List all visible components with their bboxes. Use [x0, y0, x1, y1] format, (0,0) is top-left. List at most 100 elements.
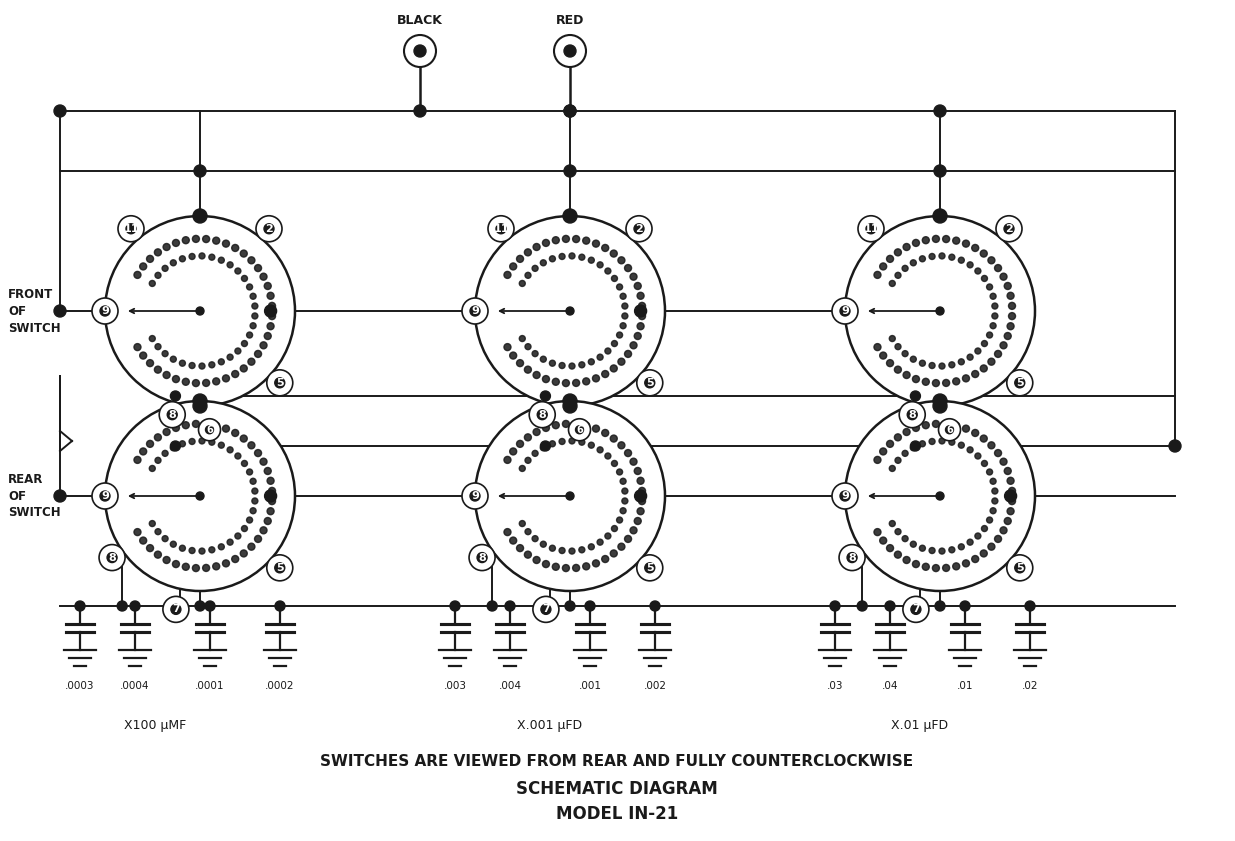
Circle shape [170, 441, 180, 451]
Circle shape [261, 341, 267, 349]
Circle shape [219, 359, 225, 365]
Circle shape [932, 209, 947, 223]
Text: REAR
OF
SWITCH: REAR OF SWITCH [7, 473, 61, 520]
Circle shape [170, 260, 177, 266]
Circle shape [162, 451, 168, 457]
Text: 5: 5 [646, 378, 653, 388]
Circle shape [227, 447, 233, 452]
Circle shape [932, 399, 947, 413]
Circle shape [618, 358, 625, 365]
Circle shape [585, 601, 595, 611]
Circle shape [981, 250, 987, 257]
Circle shape [845, 401, 1035, 591]
Circle shape [248, 442, 254, 449]
Circle shape [247, 469, 253, 475]
Circle shape [982, 341, 988, 346]
Circle shape [175, 601, 185, 611]
Text: 6: 6 [206, 425, 212, 435]
Circle shape [845, 216, 1035, 406]
Circle shape [267, 478, 274, 484]
Circle shape [248, 543, 254, 550]
Circle shape [566, 492, 574, 500]
Text: 8: 8 [848, 553, 856, 563]
Circle shape [929, 253, 935, 260]
Circle shape [929, 362, 935, 368]
Circle shape [879, 537, 887, 544]
Text: 7: 7 [172, 605, 180, 615]
Circle shape [879, 352, 887, 359]
Circle shape [936, 307, 944, 315]
Circle shape [542, 240, 550, 246]
Circle shape [942, 420, 950, 427]
Circle shape [569, 438, 576, 444]
Circle shape [942, 235, 950, 242]
Circle shape [990, 479, 997, 484]
Circle shape [597, 262, 603, 267]
Circle shape [140, 352, 147, 359]
Circle shape [625, 265, 631, 272]
Circle shape [248, 358, 254, 365]
Circle shape [534, 372, 540, 378]
Circle shape [939, 548, 945, 554]
Circle shape [588, 544, 594, 550]
Circle shape [967, 447, 973, 452]
Text: X.01 μFD: X.01 μFD [892, 720, 948, 733]
Circle shape [903, 596, 929, 622]
Circle shape [274, 378, 285, 388]
Circle shape [227, 262, 233, 267]
Circle shape [469, 545, 495, 570]
Circle shape [254, 351, 262, 357]
Circle shape [948, 362, 955, 368]
Circle shape [972, 371, 978, 378]
Circle shape [929, 547, 935, 553]
Circle shape [995, 216, 1023, 241]
Circle shape [162, 266, 168, 272]
Circle shape [974, 453, 981, 459]
Text: 9: 9 [841, 491, 848, 501]
Circle shape [251, 508, 256, 514]
Circle shape [209, 254, 215, 260]
Circle shape [622, 498, 627, 504]
Circle shape [193, 235, 199, 242]
Circle shape [942, 564, 950, 571]
Circle shape [573, 379, 579, 387]
Circle shape [611, 461, 618, 467]
Circle shape [934, 165, 946, 177]
Circle shape [562, 235, 569, 242]
Circle shape [247, 284, 253, 290]
Circle shape [222, 241, 230, 247]
Circle shape [990, 323, 997, 329]
Circle shape [952, 563, 960, 570]
Circle shape [91, 298, 119, 324]
Circle shape [634, 224, 643, 234]
Circle shape [923, 421, 929, 429]
Circle shape [552, 563, 559, 570]
Circle shape [247, 517, 253, 523]
Circle shape [212, 563, 220, 570]
Circle shape [241, 250, 247, 257]
Text: 8: 8 [478, 553, 485, 563]
Circle shape [988, 358, 995, 365]
Circle shape [532, 266, 538, 272]
Circle shape [638, 313, 646, 320]
Circle shape [133, 457, 141, 463]
Circle shape [1007, 555, 1032, 581]
Circle shape [268, 313, 275, 320]
Circle shape [990, 294, 997, 299]
Circle shape [645, 563, 655, 573]
Circle shape [894, 434, 902, 441]
Circle shape [541, 441, 551, 451]
Circle shape [195, 601, 205, 611]
Circle shape [952, 237, 960, 244]
Circle shape [919, 545, 925, 551]
Circle shape [1007, 478, 1014, 484]
Circle shape [156, 458, 161, 463]
Circle shape [264, 283, 272, 289]
Circle shape [942, 379, 950, 387]
Circle shape [471, 491, 480, 501]
Circle shape [519, 336, 525, 341]
Circle shape [193, 420, 199, 427]
Circle shape [525, 529, 531, 535]
Circle shape [541, 357, 546, 362]
Circle shape [1015, 563, 1025, 573]
